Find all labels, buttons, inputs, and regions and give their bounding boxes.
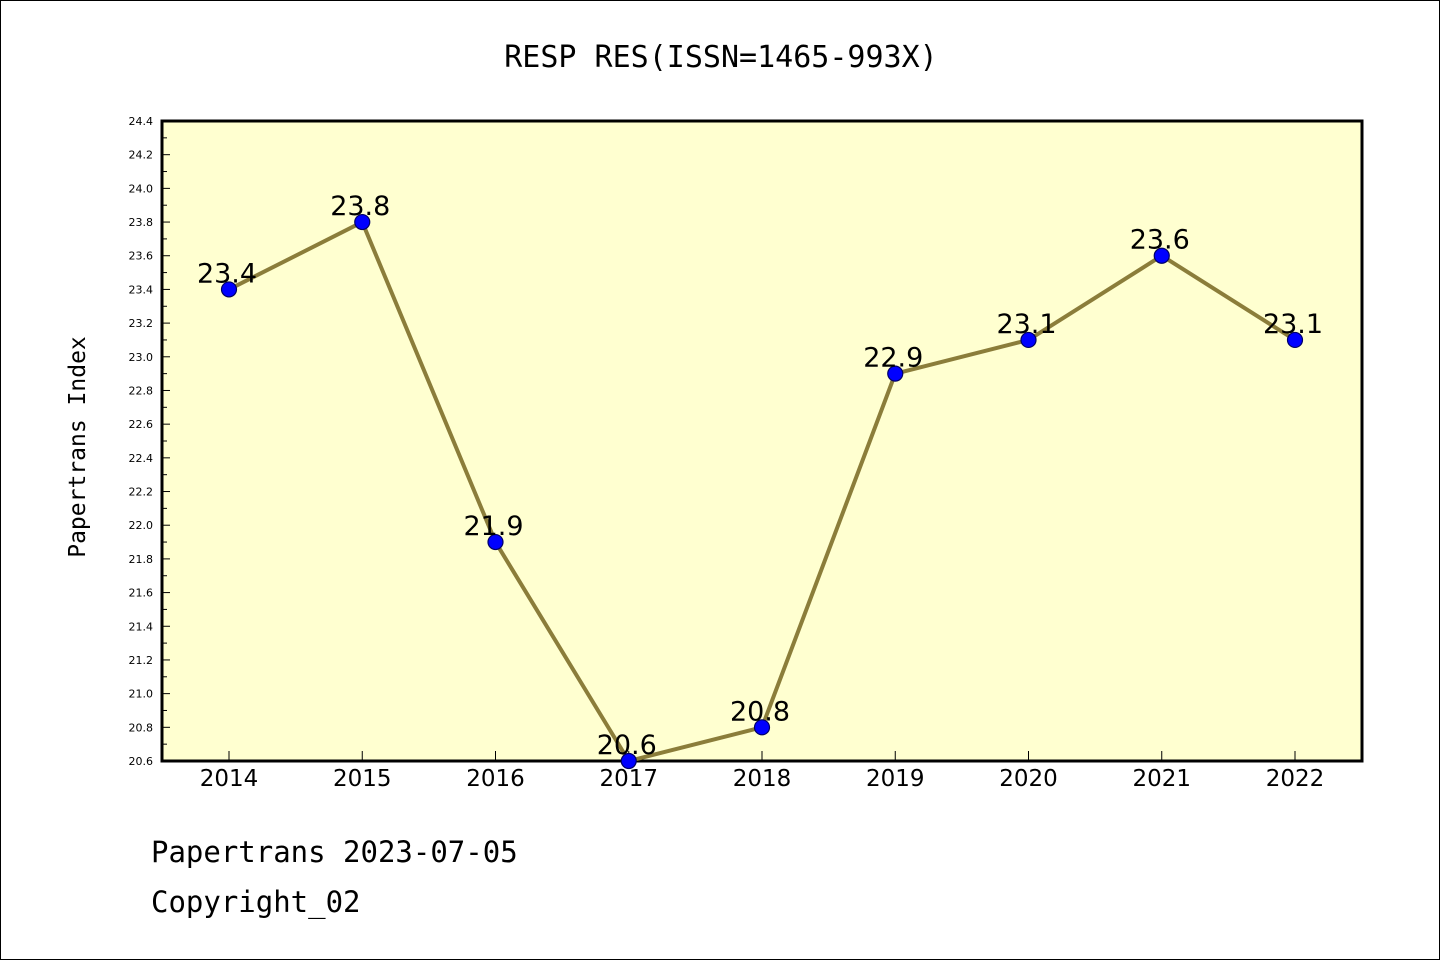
y-tick-label: 21.4 (129, 620, 154, 633)
data-point-marker (753, 719, 771, 736)
data-point-marker (1286, 331, 1304, 349)
y-tick-label: 24.0 (129, 182, 154, 195)
data-label: 21.9 (463, 511, 523, 542)
y-axis-ticks: 20.6 20.8 21.0 21.2 21.4 21.6 21.8 22.0 22.2 22.4… (129, 115, 170, 768)
y-tick-label: 22.6 (129, 418, 154, 431)
x-tick-label: 2017 (599, 766, 658, 792)
data-point-marker (1020, 331, 1037, 349)
data-point-marker (487, 533, 504, 551)
x-tick-label: 2014 (200, 766, 259, 792)
data-point-marker (354, 213, 371, 231)
y-tick-label: 21.2 (129, 654, 154, 667)
y-tick-label: 23.0 (129, 351, 154, 364)
y-tick-label: 21.8 (129, 553, 154, 566)
x-tick-label: 2020 (999, 766, 1058, 792)
x-tick-label: 2015 (333, 766, 392, 792)
footer-date: Papertrans 2023-07-05 (151, 835, 518, 869)
y-tick-label: 21.6 (129, 587, 154, 600)
x-tick-label: 2016 (466, 766, 525, 792)
y-tick-label: 24.4 (129, 115, 154, 128)
data-label: 23.1 (996, 309, 1056, 340)
data-label: 20.6 (597, 730, 657, 761)
y-axis-label: Papertrans Index (65, 336, 91, 558)
y-tick-label: 21.0 (129, 688, 154, 701)
y-tick-label: 24.2 (129, 149, 154, 162)
data-points (220, 213, 1304, 770)
data-point-marker (220, 281, 238, 298)
y-tick-label: 22.8 (129, 384, 154, 397)
y-tick-label: 22.0 (129, 519, 154, 532)
data-label: 23.6 (1130, 225, 1190, 256)
x-tick-label: 2021 (1132, 766, 1191, 792)
chart-title: RESP RES(ISSN=1465-993X) (504, 40, 937, 75)
data-labels: 23.4 23.8 21.9 20.6 20.8 22.9 23.1 23.6 23.1 (197, 191, 1323, 761)
x-tick-label: 2018 (733, 766, 792, 792)
data-label: 23.8 (330, 191, 390, 222)
data-point-marker (1153, 247, 1170, 264)
data-point-marker (887, 365, 904, 382)
data-label: 20.8 (730, 696, 790, 727)
x-tick-label: 2022 (1266, 766, 1325, 792)
footer-copyright: Copyright_02 (151, 885, 361, 919)
y-tick-label: 20.8 (129, 721, 154, 734)
data-label: 23.4 (197, 258, 257, 289)
y-tick-label: 23.8 (129, 216, 154, 229)
y-tick-label: 23.6 (129, 250, 154, 263)
data-point-marker (620, 752, 637, 770)
data-label: 22.9 (863, 343, 923, 374)
x-tick-label: 2019 (866, 766, 925, 792)
y-tick-label: 23.2 (129, 317, 154, 330)
y-tick-label: 23.4 (129, 283, 154, 296)
y-tick-label: 22.2 (129, 486, 154, 499)
data-label: 23.1 (1263, 309, 1323, 340)
x-axis-ticks: 2014 2015 2016 2017 2018 2019 2020 2021 2022 (200, 751, 1325, 792)
y-tick-label: 22.4 (129, 452, 154, 465)
y-tick-label: 20.6 (129, 755, 154, 768)
